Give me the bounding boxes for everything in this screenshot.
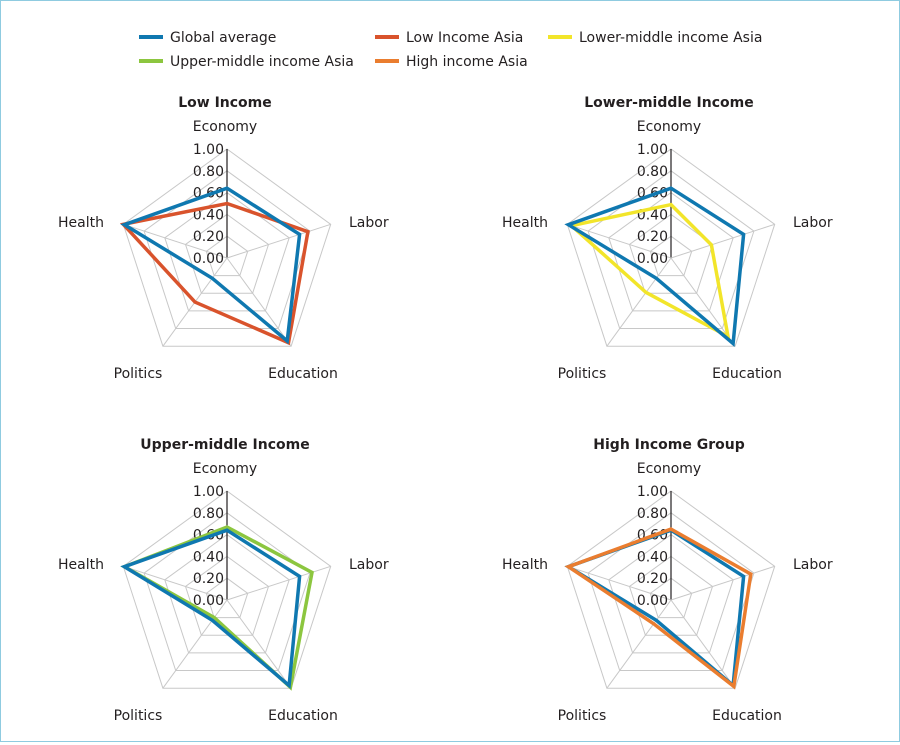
axis-spoke-labor	[226, 565, 331, 601]
grid-ring	[608, 533, 734, 654]
tick-label: 0.40	[637, 549, 668, 565]
tick-label: 0.00	[637, 593, 668, 609]
axis-spoke-education	[670, 257, 736, 347]
axis-label-education: Education	[268, 366, 338, 382]
series-lower-middle-income-asia	[567, 202, 731, 340]
tick-label: 0.20	[637, 229, 668, 245]
tick-label: 0.00	[193, 251, 224, 267]
tick-label: 1.00	[193, 142, 224, 158]
legend-item-lower-middle-income-asia: Lower-middle income Asia	[548, 30, 762, 46]
panel-title: Low Income	[178, 95, 272, 111]
grid-ring	[587, 170, 755, 329]
grid-ring	[164, 191, 290, 312]
axis-spoke-politics	[606, 599, 672, 689]
axis-label-education: Education	[712, 708, 782, 724]
axis-label-education: Education	[712, 366, 782, 382]
axis-label-politics: Politics	[558, 366, 607, 382]
series-high-income-asia	[564, 527, 753, 690]
grid-ring	[184, 213, 270, 294]
axis-spoke-health	[567, 223, 672, 259]
axis-spoke-politics	[606, 257, 672, 347]
axis-label-politics: Politics	[114, 366, 163, 382]
legend-item-high-income-asia: High income Asia	[375, 54, 528, 70]
legend-label: High income Asia	[406, 54, 528, 70]
series-global-average	[120, 186, 302, 345]
axis-label-health: Health	[502, 557, 548, 573]
axis-label-labor: Labor	[349, 557, 389, 573]
grid-ring	[122, 490, 332, 689]
radar-panel-low-income: Low Income1.000.800.600.400.200.00Econom…	[58, 95, 389, 382]
axis-spoke-education	[670, 599, 736, 689]
radar-panel-lower-middle-income: Lower-middle Income1.000.800.600.400.200…	[502, 95, 833, 382]
axis-spoke-education	[226, 599, 292, 689]
tick-label: 0.20	[193, 229, 224, 245]
series-global-average	[120, 528, 302, 690]
legend: Global average Low Income Asia Lower-middl…	[139, 30, 762, 70]
tick-label: 0.40	[193, 207, 224, 223]
axis-spoke-politics	[162, 599, 228, 689]
axis-label-economy: Economy	[193, 461, 257, 477]
axis-label-economy: Economy	[637, 461, 701, 477]
axis-spoke-labor	[226, 223, 331, 259]
tick-label: 0.00	[193, 593, 224, 609]
axis-label-health: Health	[58, 557, 104, 573]
axis-label-health: Health	[502, 215, 548, 231]
axis-spoke-labor	[670, 223, 775, 259]
tick-label: 0.20	[637, 571, 668, 587]
tick-label: 0.20	[193, 571, 224, 587]
legend-item-global-average: Global average	[139, 30, 276, 46]
tick-label: 1.00	[637, 484, 668, 500]
grid-ring	[143, 170, 311, 329]
grid-ring	[184, 555, 270, 636]
grid-ring	[649, 577, 693, 619]
grid-ring	[587, 512, 755, 671]
tick-label: 0.80	[637, 164, 668, 180]
legend-label: Lower-middle income Asia	[579, 30, 762, 46]
tick-label: 1.00	[193, 484, 224, 500]
tick-label: 0.80	[193, 506, 224, 522]
tick-label: 0.00	[637, 251, 668, 267]
axis-spoke-labor	[670, 565, 775, 601]
legend-label: Upper-middle income Asia	[170, 54, 354, 70]
grid-ring	[566, 490, 776, 689]
legend-label: Low Income Asia	[406, 30, 523, 46]
grid-ring	[205, 235, 249, 277]
legend-label: Global average	[170, 30, 276, 46]
grid-ring	[566, 148, 776, 347]
axis-spoke-health	[123, 223, 228, 259]
axis-label-labor: Labor	[349, 215, 389, 231]
panel-title: High Income Group	[593, 437, 744, 453]
axis-label-politics: Politics	[114, 708, 163, 724]
axis-spoke-health	[567, 565, 672, 601]
series-low-income-asia	[119, 201, 310, 346]
axis-label-education: Education	[268, 708, 338, 724]
panel-title: Lower-middle Income	[584, 95, 753, 111]
radar-panels: Low Income1.000.800.600.400.200.00Econom…	[58, 95, 833, 724]
radar-panel-high-income-group: High Income Group1.000.800.600.400.200.0…	[502, 437, 833, 724]
axis-label-politics: Politics	[558, 708, 607, 724]
axis-label-economy: Economy	[193, 119, 257, 135]
grid-ring	[122, 148, 332, 347]
radar-panel-upper-middle-income: Upper-middle Income1.000.800.600.400.200…	[58, 437, 389, 724]
tick-label: 1.00	[637, 142, 668, 158]
axis-label-labor: Labor	[793, 215, 833, 231]
grid-ring	[649, 235, 693, 277]
tick-label: 0.40	[193, 549, 224, 565]
axis-spoke-education	[226, 257, 292, 347]
axis-label-health: Health	[58, 215, 104, 231]
grid-ring	[205, 577, 249, 619]
axis-label-labor: Labor	[793, 557, 833, 573]
grid-ring	[164, 533, 290, 654]
tick-label: 0.80	[637, 506, 668, 522]
legend-item-low-income-asia: Low Income Asia	[375, 30, 523, 46]
panel-title: Upper-middle Income	[140, 437, 309, 453]
axis-spoke-health	[123, 565, 228, 601]
legend-item-upper-middle-income-asia: Upper-middle income Asia	[139, 54, 354, 70]
grid-ring	[608, 191, 734, 312]
axis-label-economy: Economy	[637, 119, 701, 135]
tick-label: 0.80	[193, 164, 224, 180]
series-global-average	[564, 186, 746, 348]
